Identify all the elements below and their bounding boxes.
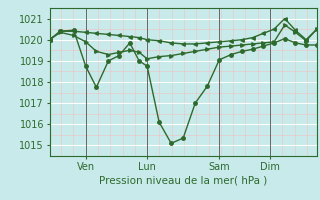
X-axis label: Pression niveau de la mer( hPa ): Pression niveau de la mer( hPa )	[99, 176, 267, 186]
